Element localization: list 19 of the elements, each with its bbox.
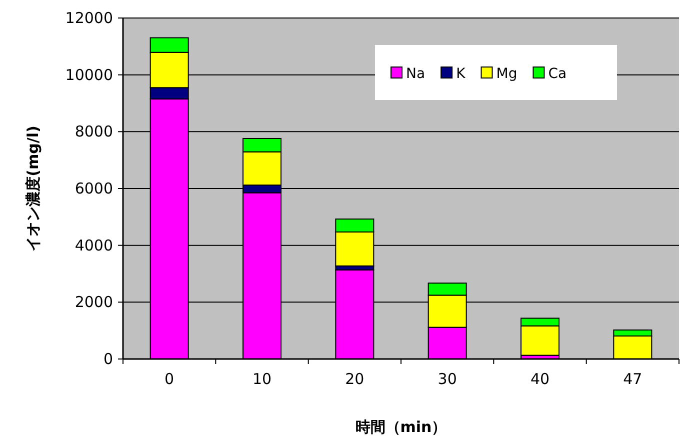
y-axis-title: イオン濃度(mg/l) bbox=[24, 126, 42, 252]
x-tick-label: 30 bbox=[438, 370, 457, 388]
y-tick-label: 6000 bbox=[74, 180, 113, 198]
legend-label: K bbox=[456, 66, 466, 82]
x-tick-label: 0 bbox=[164, 370, 174, 388]
y-tick-label: 8000 bbox=[74, 122, 113, 141]
x-tick-label: 20 bbox=[345, 370, 364, 388]
y-tick-label: 10000 bbox=[65, 66, 113, 84]
y-tick-label: 12000 bbox=[65, 9, 113, 27]
legend-label: Ca bbox=[548, 66, 567, 82]
x-axis-title: 時間（min） bbox=[355, 418, 447, 436]
y-tick-label: 2000 bbox=[74, 293, 113, 312]
x-tick-label: 40 bbox=[530, 370, 550, 388]
x-tick-label: 10 bbox=[252, 370, 272, 388]
x-tick-label: 47 bbox=[623, 370, 642, 388]
y-tick-label: 0 bbox=[103, 350, 113, 368]
y-tick-label: 4000 bbox=[74, 236, 113, 254]
legend-label: Mg bbox=[496, 66, 518, 82]
legend-label: Na bbox=[406, 66, 426, 82]
